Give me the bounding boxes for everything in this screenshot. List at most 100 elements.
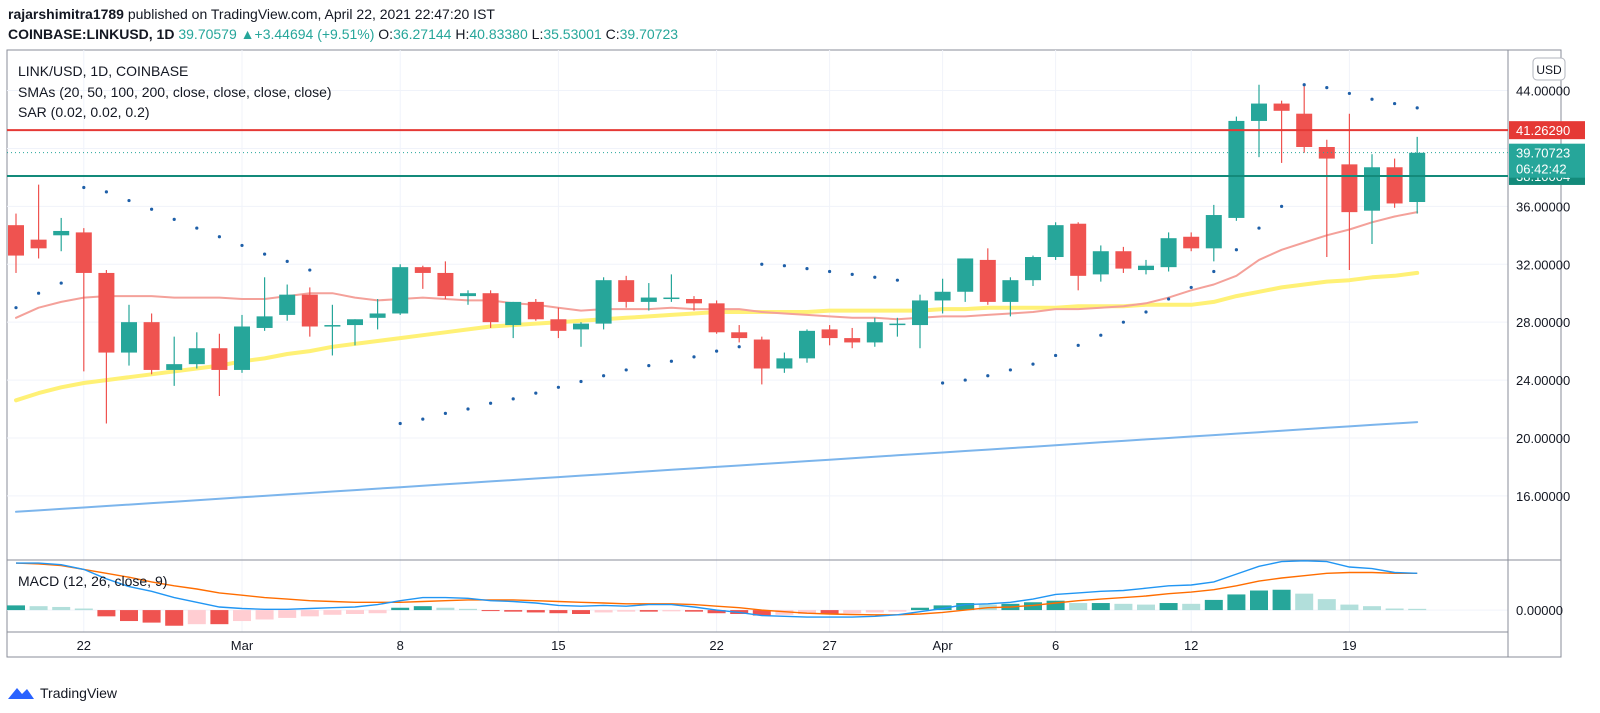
sar-dot [1325, 86, 1329, 90]
sar-dot [14, 306, 18, 310]
macd-histogram-bar [1385, 608, 1404, 611]
macd-histogram-bar [233, 610, 251, 622]
sar-dot [443, 411, 447, 415]
legend-sar[interactable]: SAR (0.02, 0.02, 0.2) [18, 104, 150, 120]
sar-dot [308, 268, 312, 272]
macd-histogram-bar [300, 610, 319, 617]
candle-body [799, 330, 815, 359]
x-tick-label: Apr [932, 638, 953, 653]
sar-dot [466, 407, 470, 411]
sar-dot [986, 374, 990, 378]
sar-dot [1393, 101, 1397, 106]
legend-macd[interactable]: MACD (12, 26, close, 9) [18, 573, 167, 589]
macd-tick-label: 0.00000 [1516, 603, 1563, 618]
candle-body [776, 358, 793, 369]
high-value: 40.83380 [469, 26, 528, 42]
candle-body [573, 323, 589, 330]
currency-button[interactable] [1532, 57, 1566, 81]
sar-dot [1234, 248, 1238, 252]
candle-body [414, 267, 431, 273]
symbol-info: COINBASE:LINKUSD, 1D 39.70579 ▲+3.44694 … [8, 26, 678, 42]
candle-body [1205, 215, 1222, 249]
sar-dot [737, 345, 741, 349]
legend-sma[interactable]: SMAs (20, 50, 100, 200, close, close, cl… [18, 84, 332, 100]
sar-dot [782, 264, 787, 268]
sar-dot [195, 226, 199, 230]
y-tick-label: 16.00000 [1516, 489, 1570, 504]
macd-histogram-bar [1024, 602, 1042, 611]
macd-histogram-bar [798, 610, 816, 614]
macd-histogram-bar [1069, 603, 1088, 611]
sar-dot [1099, 333, 1103, 337]
y-tick-label: 36.00000 [1516, 199, 1570, 214]
footer-brand[interactable]: TradingView [8, 685, 117, 701]
sar-dot [669, 359, 674, 363]
level-price-label: 41.26290 [1516, 123, 1570, 138]
price-pane [7, 83, 1508, 513]
candle-body [1409, 152, 1426, 203]
candle-body [979, 259, 996, 302]
macd-histogram-bar [165, 610, 184, 626]
macd-histogram-bar [572, 610, 590, 614]
macd-histogram-bar [1159, 603, 1178, 611]
last-price: 39.70579 [178, 26, 237, 42]
candle-body [301, 294, 318, 327]
macd-histogram-bar [1408, 608, 1427, 611]
sar-dot [895, 278, 900, 282]
macd-histogram-bar [187, 610, 206, 625]
sar-dot [1257, 226, 1261, 230]
macd-histogram-bar [436, 607, 455, 611]
macd-histogram-bar [865, 610, 884, 613]
change-arrow-icon: ▲ [240, 26, 255, 42]
sar-dot [1212, 269, 1216, 274]
candle-body [753, 339, 770, 369]
x-tick-label: 15 [551, 638, 565, 653]
legend-title: LINK/USD, 1D, COINBASE [18, 63, 188, 79]
author-name[interactable]: rajarshimitra1789 [8, 6, 124, 22]
sar-dot [715, 349, 719, 353]
sar-dot [1280, 204, 1284, 208]
x-tick-label: 27 [822, 638, 836, 653]
sar-dot [104, 190, 108, 194]
macd-line [16, 560, 1418, 618]
sar-dot [1121, 320, 1125, 324]
macd-histogram-bar [526, 610, 545, 613]
candle-body [595, 280, 612, 324]
last-price-label: 39.70723 [1516, 146, 1570, 161]
sar-dot [59, 281, 63, 285]
sar-dot [127, 198, 131, 203]
macd-histogram-bar [1204, 599, 1223, 611]
x-tick-label: 22 [77, 638, 91, 653]
candle-body [1273, 103, 1290, 111]
sar-dot [579, 379, 583, 384]
x-tick-label: 12 [1184, 638, 1198, 653]
low-value: 35.53001 [543, 26, 602, 42]
macd-pane [7, 560, 1427, 626]
macd-histogram-bar [1227, 594, 1246, 611]
y-tick-label: 20.00000 [1516, 431, 1570, 446]
candle-body [324, 325, 341, 327]
x-tick-label: 8 [397, 638, 404, 653]
candle-body [369, 313, 386, 318]
sar-dot [150, 207, 154, 211]
sar-dot [285, 259, 289, 263]
macd-histogram-bar [843, 610, 862, 614]
candle-body [188, 348, 205, 365]
candle-body [1318, 146, 1335, 159]
sar-dot [963, 378, 967, 382]
sar-dot [1076, 343, 1080, 347]
candle-body [640, 297, 657, 302]
candle-body [663, 297, 680, 300]
candle-body [482, 293, 499, 323]
publish-info: rajarshimitra1789 published on TradingVi… [8, 6, 495, 22]
macd-histogram-bar [255, 610, 274, 620]
candle-body [143, 322, 160, 370]
macd-histogram-bar [1340, 604, 1359, 611]
sar-dot [1370, 97, 1374, 101]
macd-histogram-bar [1114, 603, 1133, 611]
macd-histogram-bar [52, 606, 71, 611]
macd-histogram-bar [7, 605, 25, 611]
sar-dot [489, 401, 493, 405]
macd-histogram-bar [142, 610, 161, 623]
